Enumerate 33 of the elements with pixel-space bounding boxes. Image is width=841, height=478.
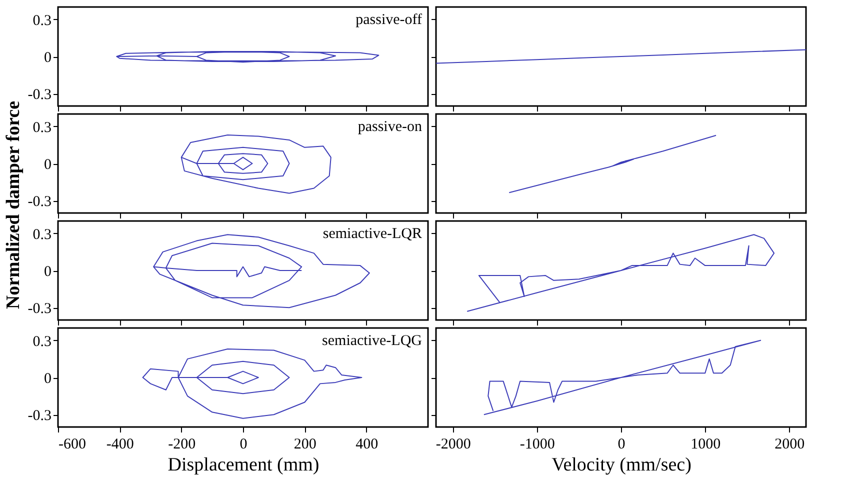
x-tick-label: -400 — [106, 436, 134, 452]
x-tick-label: -200 — [168, 436, 196, 452]
y-tick-label: 0 — [44, 371, 52, 387]
y-tick-label: 0 — [44, 264, 52, 280]
chart-title: semiactive-LQR — [322, 226, 422, 242]
x-tick-label: 2000 — [774, 436, 805, 452]
y-tick-label: 0 — [44, 50, 52, 66]
x-tick-label: 0 — [618, 436, 626, 452]
chart-title: semiactive-LQG — [322, 333, 422, 349]
x-tick-label: 400 — [356, 436, 378, 452]
y-tick-label: -0.3 — [28, 87, 52, 104]
y-tick-label: 0.3 — [32, 12, 52, 29]
line-series — [116, 51, 380, 63]
line-series — [180, 134, 332, 194]
chart-title: passive-on — [358, 119, 422, 135]
x-tick-label: 200 — [294, 436, 316, 452]
x-tick-label: -1000 — [520, 436, 555, 452]
x-axis-title: Displacement (mm) — [168, 454, 320, 476]
y-tick-label: 0.3 — [32, 334, 52, 350]
y-axis-title: Normalized damper force — [3, 100, 24, 310]
chart-title: passive-off — [356, 12, 422, 28]
x-axis-title: Velocity (mm/sec) — [552, 454, 692, 476]
line-series — [142, 348, 362, 419]
y-tick-label: -0.3 — [28, 301, 52, 318]
y-tick-label: -0.3 — [28, 194, 52, 210]
x-tick-label: 0 — [240, 436, 248, 452]
y-tick-label: -0.3 — [28, 408, 52, 424]
y-tick-label: 0.3 — [32, 226, 52, 243]
x-tick-label: -600 — [58, 436, 86, 452]
y-tick-label: 0 — [44, 157, 52, 173]
x-tick-label: 1000 — [690, 436, 721, 452]
y-tick-label: 0.3 — [32, 120, 52, 136]
x-tick-label: -2000 — [436, 436, 471, 452]
